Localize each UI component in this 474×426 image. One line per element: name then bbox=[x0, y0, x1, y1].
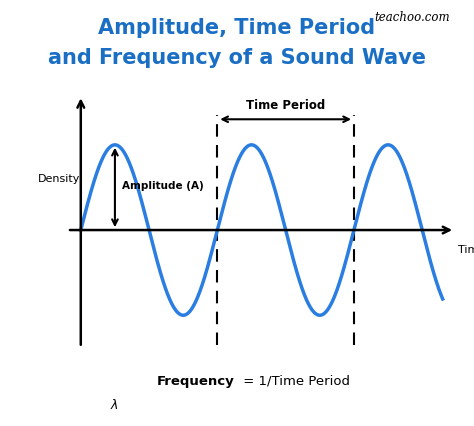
Text: teachoo.com: teachoo.com bbox=[374, 11, 450, 23]
Text: Amplitude (A): Amplitude (A) bbox=[122, 181, 203, 191]
Text: = 1/Time Period: = 1/Time Period bbox=[239, 375, 350, 388]
Text: Time: Time bbox=[458, 245, 474, 255]
Text: Density: Density bbox=[38, 174, 80, 184]
Text: Time Period: Time Period bbox=[246, 98, 325, 112]
Text: Amplitude, Time Period: Amplitude, Time Period bbox=[99, 18, 375, 37]
Text: and Frequency of a Sound Wave: and Frequency of a Sound Wave bbox=[48, 48, 426, 67]
Text: λ: λ bbox=[110, 399, 118, 412]
Text: Frequency: Frequency bbox=[156, 375, 234, 388]
